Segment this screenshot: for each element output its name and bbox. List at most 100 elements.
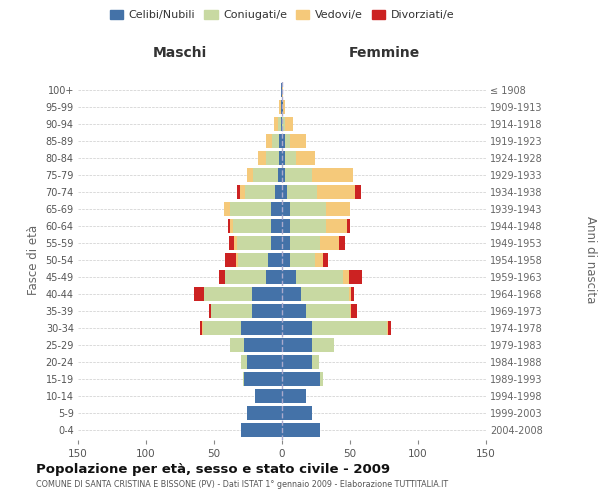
Bar [285,168,312,182]
Bar [245,186,275,199]
Bar [230,338,244,351]
Bar [242,372,244,386]
Bar [282,304,307,318]
Bar [282,389,307,402]
Bar [312,168,353,182]
Bar [278,168,282,182]
Bar [281,84,282,97]
Bar [323,253,328,267]
Bar [349,270,362,284]
Bar [282,219,290,233]
Text: Maschi: Maschi [153,46,207,60]
Bar [312,321,387,334]
Bar [281,118,282,131]
Bar [352,304,357,318]
Bar [220,270,225,284]
Bar [247,355,282,368]
Bar [253,168,278,182]
Bar [233,219,271,233]
Bar [282,406,312,419]
Bar [290,253,314,267]
Bar [281,100,282,114]
Bar [312,355,319,368]
Legend: Celibi/Nubili, Coniugati/e, Vedovi/e, Divorziati/e: Celibi/Nubili, Coniugati/e, Vedovi/e, Di… [106,6,458,25]
Bar [282,100,283,114]
Bar [290,236,320,250]
Bar [266,134,272,148]
Bar [282,287,301,301]
Bar [225,253,236,267]
Bar [279,100,281,114]
Bar [290,134,307,148]
Bar [252,287,282,301]
Bar [227,219,230,233]
Bar [255,389,282,402]
Bar [283,100,285,114]
Bar [235,236,237,250]
Bar [326,202,350,216]
Bar [279,134,282,148]
Bar [326,219,347,233]
Text: COMUNE DI SANTA CRISTINA E BISSONE (PV) - Dati ISTAT 1° gennaio 2009 - Elaborazi: COMUNE DI SANTA CRISTINA E BISSONE (PV) … [36,480,448,489]
Bar [282,253,290,267]
Bar [240,186,245,199]
Bar [290,202,326,216]
Bar [275,186,282,199]
Bar [282,118,285,131]
Text: Popolazione per età, sesso e stato civile - 2009: Popolazione per età, sesso e stato civil… [36,462,390,475]
Bar [282,338,312,351]
Bar [236,253,238,267]
Bar [279,152,282,165]
Bar [244,338,282,351]
Bar [237,186,240,199]
Bar [205,287,252,301]
Bar [257,152,266,165]
Bar [203,321,241,334]
Bar [241,423,282,436]
Bar [271,236,282,250]
Bar [230,202,271,216]
Bar [314,253,323,267]
Bar [244,372,282,386]
Bar [224,202,230,216]
Bar [307,304,350,318]
Bar [278,118,281,131]
Bar [290,219,326,233]
Bar [355,186,361,199]
Bar [230,219,233,233]
Bar [339,236,344,250]
Bar [296,270,343,284]
Bar [349,287,352,301]
Bar [282,423,320,436]
Bar [266,270,282,284]
Bar [347,219,350,233]
Bar [320,372,323,386]
Text: Anni di nascita: Anni di nascita [584,216,597,304]
Bar [247,168,253,182]
Bar [317,186,355,199]
Bar [285,118,293,131]
Bar [282,84,283,97]
Y-axis label: Fasce di età: Fasce di età [27,225,40,295]
Bar [282,134,285,148]
Bar [209,304,211,318]
Bar [252,304,282,318]
Bar [282,186,287,199]
Bar [271,202,282,216]
Bar [274,118,278,131]
Bar [282,355,312,368]
Bar [241,355,247,368]
Bar [238,253,268,267]
Bar [241,321,282,334]
Bar [194,287,205,301]
Bar [287,186,317,199]
Bar [350,304,352,318]
Bar [301,287,349,301]
Bar [282,168,285,182]
Bar [296,152,314,165]
Bar [312,338,334,351]
Bar [282,372,320,386]
Bar [285,152,296,165]
Bar [285,134,290,148]
Bar [229,236,235,250]
